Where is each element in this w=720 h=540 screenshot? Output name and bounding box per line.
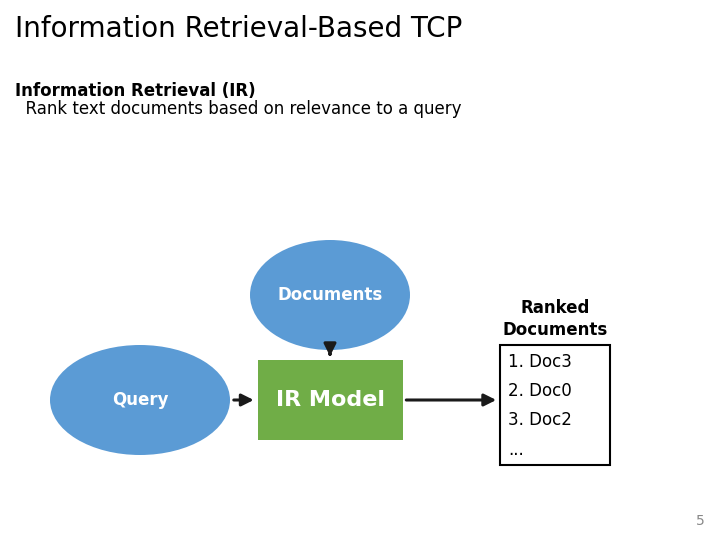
Text: Information Retrieval-Based TCP: Information Retrieval-Based TCP: [15, 15, 462, 43]
Ellipse shape: [250, 240, 410, 350]
FancyBboxPatch shape: [500, 345, 610, 465]
Ellipse shape: [50, 345, 230, 455]
Text: 1. Doc3
2. Doc0
3. Doc2
...: 1. Doc3 2. Doc0 3. Doc2 ...: [508, 353, 572, 458]
Text: Rank text documents based on relevance to a query: Rank text documents based on relevance t…: [15, 100, 462, 118]
FancyBboxPatch shape: [258, 360, 402, 440]
Text: Documents: Documents: [277, 286, 382, 304]
Text: Ranked
Documents: Ranked Documents: [503, 299, 608, 339]
Text: 5: 5: [696, 514, 705, 528]
Text: Query: Query: [112, 391, 168, 409]
Text: IR Model: IR Model: [276, 390, 384, 410]
Text: Information Retrieval (IR): Information Retrieval (IR): [15, 82, 256, 100]
